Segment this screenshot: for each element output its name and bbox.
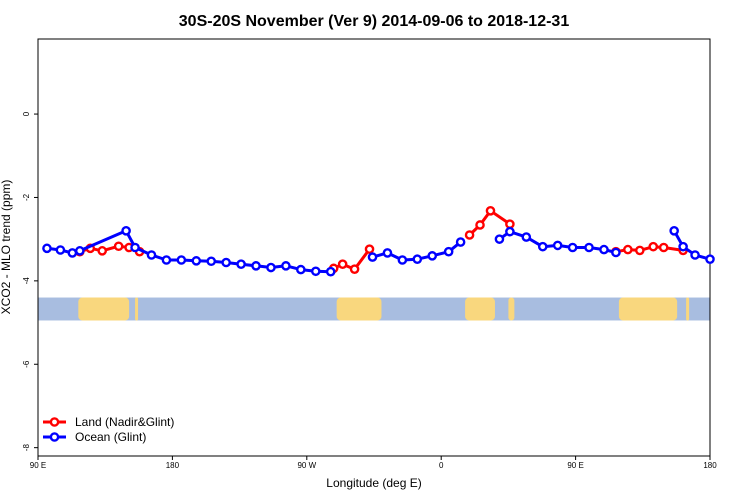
data-point — [611, 247, 621, 258]
data-point — [310, 266, 321, 277]
data-point — [427, 251, 438, 261]
data-point — [567, 242, 578, 253]
plot-frame — [37, 38, 711, 457]
data-point — [176, 255, 187, 265]
data-point — [485, 206, 496, 216]
data-point — [367, 252, 378, 262]
legend-marker — [49, 417, 60, 427]
y-tick-label: 0 — [22, 111, 31, 116]
data-point — [337, 259, 348, 269]
y-tick-label: -6 — [22, 360, 31, 368]
data-point — [505, 219, 515, 229]
data-point — [412, 254, 423, 264]
legend-marker — [49, 432, 60, 442]
data-point — [705, 254, 715, 264]
x-tick-label: 0 — [439, 461, 444, 470]
data-point — [599, 244, 609, 255]
data-point — [281, 261, 291, 271]
data-point — [678, 241, 688, 252]
data-point — [325, 266, 336, 277]
x-tick-label: 90 E — [30, 461, 46, 470]
data-point — [364, 244, 375, 254]
land-segment — [135, 297, 139, 321]
series-layer — [42, 206, 715, 277]
data-point — [382, 248, 393, 258]
data-point — [494, 234, 505, 244]
data-point — [552, 240, 563, 251]
data-point — [206, 256, 217, 267]
data-point — [623, 244, 633, 255]
data-point — [455, 237, 466, 247]
x-tick-label: 180 — [703, 461, 717, 470]
land-segment — [686, 297, 690, 321]
data-point — [113, 241, 124, 252]
data-point — [648, 241, 659, 252]
data-point — [67, 248, 78, 258]
data-point — [236, 259, 246, 269]
data-point — [221, 257, 231, 268]
data-point — [121, 226, 131, 236]
data-point — [690, 250, 700, 260]
data-point — [146, 250, 157, 260]
data-point — [584, 242, 594, 253]
landmask-band — [38, 297, 710, 321]
y-axis-label: XCO2 - MLO trend (ppm) — [0, 180, 13, 315]
land-segment — [465, 297, 495, 321]
data-point — [349, 264, 360, 274]
data-point — [537, 241, 548, 252]
x-tick-label: 90 W — [297, 461, 316, 470]
land-segment — [78, 297, 130, 321]
data-point — [669, 226, 679, 236]
land-segment — [336, 297, 382, 321]
data-point — [130, 242, 140, 253]
data-point — [397, 255, 408, 265]
series-line — [333, 248, 371, 271]
data-point — [251, 261, 261, 271]
x-tick-label: 90 E — [567, 461, 583, 470]
legend-label: Ocean (Glint) — [75, 430, 146, 444]
data-point — [97, 246, 108, 256]
data-point — [464, 230, 475, 240]
data-point — [635, 245, 645, 256]
y-axis: 0 -2 -4 -6 -8 — [22, 111, 38, 451]
legend: Land (Nadir&Glint)Ocean (Glint) — [43, 415, 174, 444]
data-point — [521, 232, 532, 242]
data-point — [505, 226, 515, 237]
land-segment — [508, 297, 515, 321]
data-point — [191, 256, 202, 266]
y-tick-label: -8 — [22, 444, 31, 452]
series-line — [672, 230, 711, 261]
y-tick-label: -4 — [22, 277, 31, 285]
legend-label: Land (Nadir&Glint) — [75, 415, 174, 429]
data-point — [42, 243, 52, 254]
data-point — [75, 246, 85, 256]
series-1 — [42, 226, 715, 277]
chart-title: 30S-20S November (Ver 9) 2014-09-06 to 2… — [179, 13, 570, 30]
data-point — [475, 220, 485, 230]
x-axis: 90 E 180 90 W 0 90 E 180 — [30, 456, 717, 470]
data-point — [55, 245, 66, 255]
x-axis-label: Longitude (deg E) — [326, 476, 421, 490]
data-point — [266, 262, 276, 273]
x-tick-label: 180 — [166, 461, 180, 470]
land-segment — [618, 297, 678, 321]
data-point — [296, 264, 306, 275]
series-line — [468, 209, 511, 237]
y-tick-label: -2 — [22, 193, 31, 201]
data-point — [658, 242, 669, 253]
data-point — [161, 255, 172, 265]
data-point — [443, 246, 454, 257]
